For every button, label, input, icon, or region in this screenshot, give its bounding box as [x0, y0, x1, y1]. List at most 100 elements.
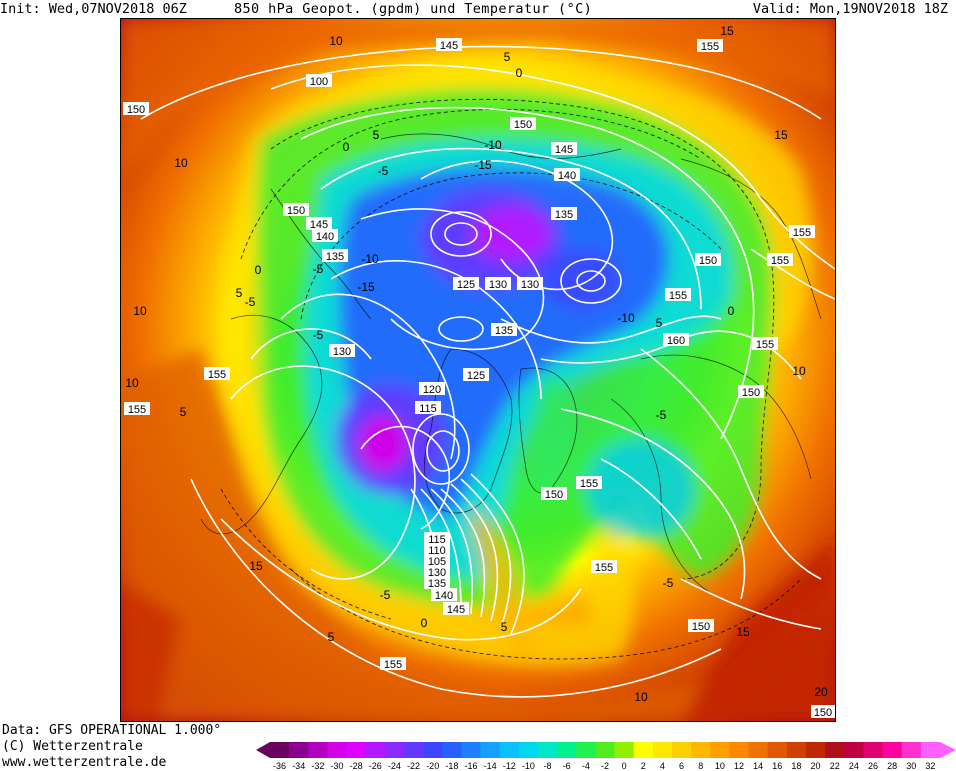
svg-text:145: 145	[447, 604, 465, 616]
svg-text:150: 150	[742, 387, 760, 399]
legend-tick-label: -22	[407, 761, 420, 770]
legend-color-cell	[518, 742, 539, 758]
temp-label: 10	[174, 156, 188, 170]
legend-tick-label: 28	[887, 761, 897, 770]
legend-right-arrow-icon	[940, 742, 956, 758]
svg-text:160: 160	[667, 335, 685, 347]
weather-map-canvas: 150 100 145 155 150 145 140 150 145 140 …	[121, 19, 835, 721]
geo-label: 100	[306, 74, 332, 88]
legend-color-cell	[442, 742, 462, 758]
geo-label: 130	[517, 277, 543, 291]
legend-color-cell	[633, 742, 654, 758]
geo-label: 130	[485, 277, 511, 291]
legend-tick-label: -36	[273, 761, 286, 770]
temp-label: -5	[245, 295, 256, 309]
legend-color-cell	[767, 742, 788, 758]
geo-label: 125	[463, 368, 489, 382]
geo-label: 135	[551, 207, 577, 221]
temp-label: 15	[774, 128, 788, 142]
svg-text:130: 130	[489, 279, 507, 291]
geo-label: 155	[697, 39, 723, 53]
geo-label: 150	[283, 203, 309, 217]
svg-text:155: 155	[128, 404, 146, 416]
svg-text:135: 135	[555, 209, 573, 221]
temp-label: 0	[343, 140, 350, 154]
legend-tick-label: -18	[445, 761, 458, 770]
legend-tick-label: 10	[715, 761, 725, 770]
legend-tick-label: 32	[925, 761, 935, 770]
temp-label: -5	[313, 328, 324, 342]
geo-label: 135	[424, 576, 450, 590]
geo-label: 155	[591, 560, 617, 574]
temp-label: -5	[313, 262, 324, 276]
geo-label: 150	[541, 487, 567, 501]
geo-label: 145	[436, 38, 462, 52]
geopotential-labels: 150 100 145 155 150 145 140 150 145 140 …	[123, 38, 835, 719]
temp-label: 10	[792, 364, 806, 378]
temp-label: 5	[236, 286, 243, 300]
legend-color-cell	[614, 742, 635, 758]
legend-color-cell	[404, 742, 424, 758]
legend-color-cell	[882, 742, 903, 758]
geo-label: 155	[124, 402, 150, 416]
geo-label: 150	[811, 705, 835, 719]
geo-label: 135	[491, 323, 517, 337]
legend-color-cell	[461, 742, 482, 758]
legend-tick-labels: -36 -34 -32 -30 -28 -26 -24 -22 -20 -18 -16 -14 -12-…	[273, 761, 935, 770]
legend-color-cell	[844, 742, 864, 758]
temperature-labels: 10 15 5 0 10 5 0 -5 -10 -15 -5 -10 -15 1…	[125, 24, 828, 704]
svg-text:100: 100	[310, 76, 328, 88]
legend-color-cell	[825, 742, 845, 758]
temp-label: 15	[249, 559, 263, 573]
legend-color-cell	[289, 742, 309, 758]
temperature-isotherms	[220, 98, 802, 660]
legend-tick-label: -8	[544, 761, 552, 770]
legend-tick-label: -34	[292, 761, 305, 770]
geo-label: 135	[322, 249, 348, 263]
chart-title: 850 hPa Geopot. (gpdm) und Temperatur (°…	[234, 1, 593, 17]
legend-color-cell	[748, 742, 769, 758]
legend-tick-label: 0	[622, 761, 627, 770]
temp-label: 15	[736, 625, 750, 639]
geo-label: 155	[767, 253, 793, 267]
temp-label: 5	[373, 128, 380, 142]
svg-text:125: 125	[457, 279, 475, 291]
weather-map[interactable]: 150 100 145 155 150 145 140 150 145 140 …	[120, 18, 836, 722]
svg-text:115: 115	[419, 403, 437, 415]
svg-text:145: 145	[555, 144, 573, 156]
temp-label: 10	[133, 304, 147, 318]
legend-color-cell	[423, 742, 443, 758]
legend-color-cell	[806, 742, 826, 758]
temp-label: -5	[378, 164, 389, 178]
temp-label: -15	[357, 280, 375, 294]
svg-text:145: 145	[310, 219, 328, 231]
legend-tick-label: 8	[698, 761, 703, 770]
legend-color-cell	[576, 742, 596, 758]
svg-text:155: 155	[208, 369, 226, 381]
geopotential-contours	[140, 45, 835, 698]
legend-tick-label: 6	[679, 761, 684, 770]
svg-text:150: 150	[127, 104, 145, 116]
svg-text:155: 155	[771, 255, 789, 267]
legend-tick-label: -6	[563, 761, 571, 770]
svg-text:155: 155	[384, 659, 402, 671]
geo-label: 150	[738, 385, 764, 399]
geo-label: 150	[510, 117, 536, 131]
svg-text:155: 155	[669, 290, 687, 302]
legend-color-cell	[729, 742, 750, 758]
svg-text:155: 155	[595, 562, 613, 574]
geo-label: 145	[306, 217, 332, 231]
temp-label: 10	[329, 34, 343, 48]
svg-text:150: 150	[814, 707, 832, 719]
temperature-shading	[121, 19, 835, 721]
legend-color-cell	[346, 742, 367, 758]
geo-label: 160	[663, 333, 689, 347]
legend-color-cell	[786, 742, 807, 758]
legend-color-cell	[499, 742, 520, 758]
legend-color-cell	[863, 742, 884, 758]
geo-label: 155	[752, 337, 778, 351]
geo-label: 145	[443, 602, 469, 616]
svg-text:140: 140	[435, 590, 453, 602]
legend-tick-label: -10	[522, 761, 535, 770]
geo-label: 145	[551, 142, 577, 156]
